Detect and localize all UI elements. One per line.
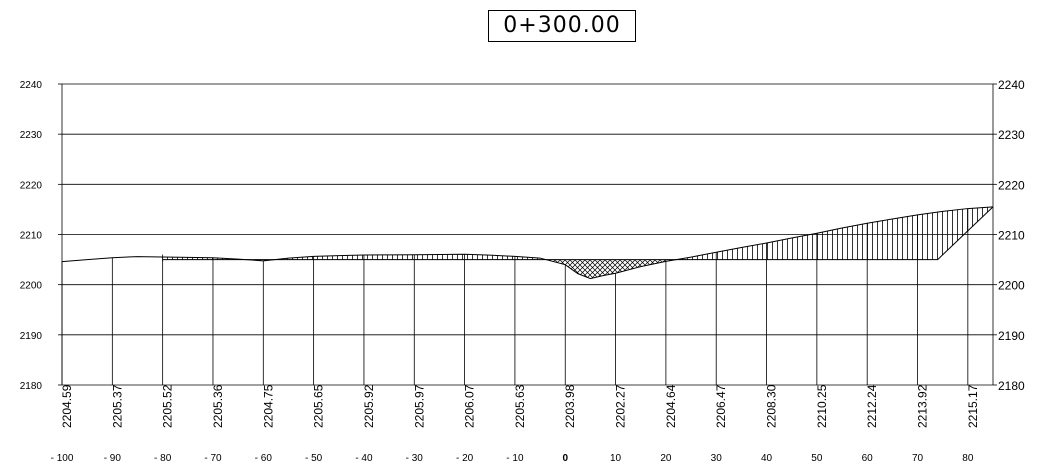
elevation-label: 2206.47 (714, 384, 728, 428)
elevation-label: 2205.37 (110, 384, 124, 428)
x-tick-label: - 40 (355, 453, 373, 464)
y-tick-label-left: 2230 (20, 130, 43, 141)
elevation-label: 2204.64 (664, 384, 678, 428)
x-tick-label: - 70 (204, 453, 222, 464)
elevation-label: 2205.52 (161, 384, 175, 428)
elevation-label: 2205.97 (412, 384, 426, 428)
elevation-label: 2203.98 (563, 384, 577, 428)
y-tick-label-right: 2180 (998, 379, 1025, 393)
x-tick-label: 30 (711, 453, 723, 464)
x-tick-label: 10 (610, 453, 622, 464)
elevation-label: 2208.30 (765, 384, 779, 428)
fill-area (678, 206, 993, 260)
x-tick-label: - 100 (51, 453, 74, 464)
elevation-label: 2212.24 (865, 384, 879, 428)
profile-lines (61, 206, 994, 280)
elevation-label: 2202.27 (614, 384, 628, 428)
x-tick-label: - 30 (406, 453, 424, 464)
elevation-label: 2206.07 (463, 384, 477, 428)
cut-fill-areas (162, 206, 993, 279)
y-tick-label-right: 2210 (998, 229, 1025, 243)
y-tick-label-left: 2200 (20, 281, 43, 292)
x-tick-label: 60 (862, 453, 874, 464)
x-tick-label: - 60 (255, 453, 273, 464)
y-tick-label-left: 2220 (20, 180, 43, 191)
y-tick-label-left: 2180 (20, 381, 43, 392)
elevation-label: 2205.92 (362, 384, 376, 428)
elevation-label: 2205.63 (513, 384, 527, 428)
y-tick-label-left: 2240 (20, 80, 43, 91)
elevation-label: 2210.25 (815, 384, 829, 428)
x-tick-label: - 80 (154, 453, 172, 464)
ground-line (61, 206, 994, 280)
x-tick-label: 50 (811, 453, 823, 464)
y-axis-labels: 2180 2180 2190 2190 2200 2200 2210 2210 2220 2220… (20, 78, 1025, 393)
elevation-label: 2205.36 (211, 384, 225, 428)
station-label: 0+300.00 (488, 10, 636, 42)
y-tick-label-right: 2220 (998, 178, 1025, 192)
x-tick-label: - 90 (104, 453, 122, 464)
y-tick-label-left: 2190 (20, 331, 43, 342)
x-tick-label: - 50 (305, 453, 323, 464)
elevation-label: 2213.92 (916, 384, 930, 428)
y-tick-label-right: 2200 (998, 279, 1025, 293)
elevation-label: 2204.75 (261, 384, 275, 428)
y-tick-label-right: 2240 (998, 78, 1025, 92)
x-tick-label: - 20 (456, 453, 474, 464)
design-line (162, 206, 994, 261)
y-tick-label-left: 2210 (20, 231, 43, 242)
x-tick-label: 40 (761, 453, 773, 464)
elevation-label: 2215.17 (966, 384, 980, 428)
x-axis-labels: - 100- 90- 80- 70- 60- 50- 40- 30- 20- 1… (51, 453, 974, 464)
grid (58, 83, 997, 386)
y-tick-label-right: 2230 (998, 128, 1025, 142)
x-tick-label: - 10 (506, 453, 524, 464)
elevation-label: 2205.65 (312, 384, 326, 428)
x-tick-label: 80 (962, 453, 974, 464)
x-tick-label: 20 (660, 453, 672, 464)
elevation-labels: 2204.59 2205.37 2205.52 2205.36 2204.75 2205.… (60, 384, 980, 428)
x-tick-label: 0 (562, 453, 568, 464)
x-tick-label: 70 (912, 453, 924, 464)
cut-area (547, 259, 676, 279)
y-tick-label-right: 2190 (998, 329, 1025, 343)
elevation-label: 2204.59 (60, 384, 74, 428)
